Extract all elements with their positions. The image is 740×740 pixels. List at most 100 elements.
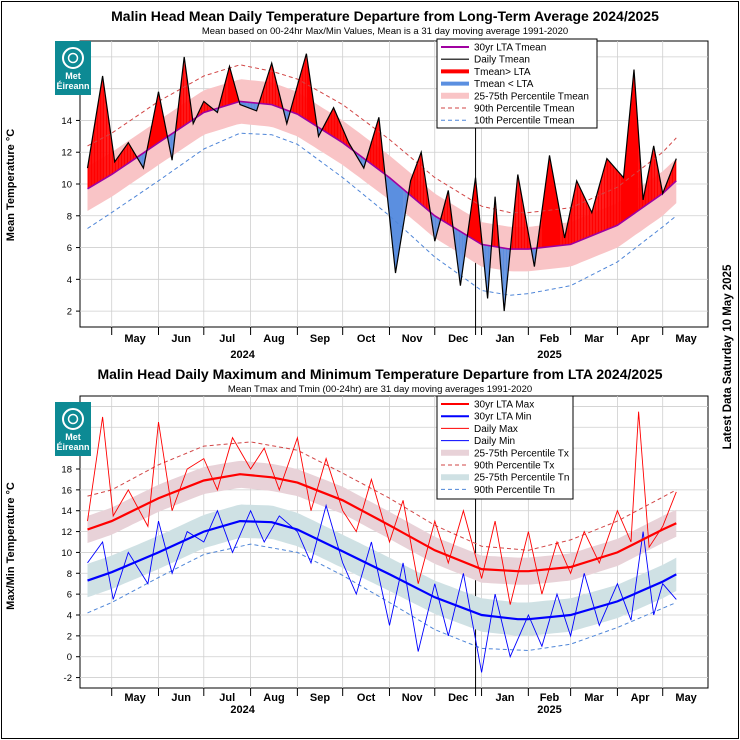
area-above-lta [599,180,601,233]
year-label: 2025 [537,704,561,716]
area-above-lta [265,77,268,105]
area-above-lta [338,118,340,141]
area-above-lta [368,147,370,163]
area-above-lta [93,122,96,186]
area-above-lta [566,223,568,245]
y-tick-label: 2 [67,307,72,318]
area-above-lta [158,91,160,143]
year-label: 2024 [230,704,255,716]
area-above-lta [117,155,120,171]
area-above-lta [635,91,637,213]
legend-label: 90th Percentile Tn [474,485,555,496]
area-above-lta [413,168,416,200]
area-above-lta [671,166,674,186]
area-above-lta [569,209,571,245]
area-above-lta [522,199,524,250]
area-above-lta [615,169,618,226]
area-above-lta [131,147,133,162]
area-above-lta [107,108,109,178]
area-above-lta [419,152,422,205]
area-above-lta [99,85,102,182]
x-tick-label: Feb [540,692,560,704]
y-tick-label: 10 [61,180,72,191]
area-above-lta [634,69,636,214]
x-tick-label: Jan [495,692,514,704]
area-above-lta [377,117,379,170]
area-below-lta [395,182,397,273]
series-lta-mean [87,100,677,250]
mean-temperature-panel: Malin Head Mean Daily Temperature Depart… [5,8,709,361]
area-above-lta [157,91,159,144]
area-above-lta [232,77,234,104]
area-below-lta [404,190,407,218]
area-below-lta [398,185,400,255]
area-above-lta [92,131,94,187]
area-below-lta [455,228,458,262]
area-above-lta [188,90,191,123]
area-above-lta [448,190,450,225]
area-above-lta [98,94,100,183]
area-above-lta [267,72,269,105]
area-above-lta [226,72,228,106]
legend-label: 90th Percentile Tx [474,461,554,472]
area-above-lta [116,157,118,172]
y-tick-label: -2 [64,673,72,684]
area-above-lta [205,102,207,112]
area-above-lta [600,174,603,233]
swirl-icon [62,47,84,69]
area-above-lta [626,131,628,219]
area-above-lta [90,140,93,187]
area-above-lta [593,201,595,236]
area-above-lta [519,182,521,250]
area-above-lta [606,158,609,230]
area-above-lta [185,68,188,125]
area-above-lta [380,131,382,172]
area-above-lta [596,191,598,234]
year-label: 2025 [537,349,561,361]
area-above-lta [224,77,227,106]
legend-label: 30yr LTA Tmean [474,43,546,54]
area-above-lta [95,112,97,185]
swirl-icon [62,408,84,430]
y-tick-label: 6 [67,243,72,254]
area-below-lta [401,187,404,237]
series-lta-min [87,519,677,621]
area-above-lta [605,158,607,231]
area-above-lta [587,203,589,238]
max-min-temperature-panel: Malin Head Daily Maximum and Minimum Tem… [5,366,709,716]
area-above-lta [184,56,186,126]
legend-label: Daily Tmean [474,55,530,66]
area-above-lta [339,121,342,142]
y-tick-label: 14 [61,506,72,517]
x-tick-label: Aug [263,692,284,704]
area-above-lta [513,204,515,250]
series-daily-min [87,503,677,673]
legend-box [436,395,574,500]
area-above-lta [612,165,615,228]
area-below-lta [463,233,465,265]
x-tick-label: Feb [540,333,560,345]
y-tick-label: 18 [61,465,72,476]
x-tick-label: Oct [357,692,376,704]
series-daily-max [87,411,677,605]
series-daily-mean [86,53,677,312]
area-above-lta [445,196,447,224]
x-tick-label: Sep [310,692,330,704]
y-tick-label: 8 [67,569,72,580]
area-above-lta [625,146,627,220]
percentile-band-25-75 [87,79,677,272]
area-above-lta [545,177,547,248]
area-above-lta [543,188,545,248]
legend-label: Daily Min [474,436,515,447]
area-above-lta [308,64,310,122]
area-above-lta [551,163,553,247]
x-tick-label: Jun [171,333,191,345]
area-above-lta [578,184,580,242]
x-tick-label: Dec [448,692,468,704]
area-above-lta [620,174,622,224]
area-above-lta [333,107,336,138]
area-above-lta [114,159,117,173]
area-below-lta [487,245,490,299]
